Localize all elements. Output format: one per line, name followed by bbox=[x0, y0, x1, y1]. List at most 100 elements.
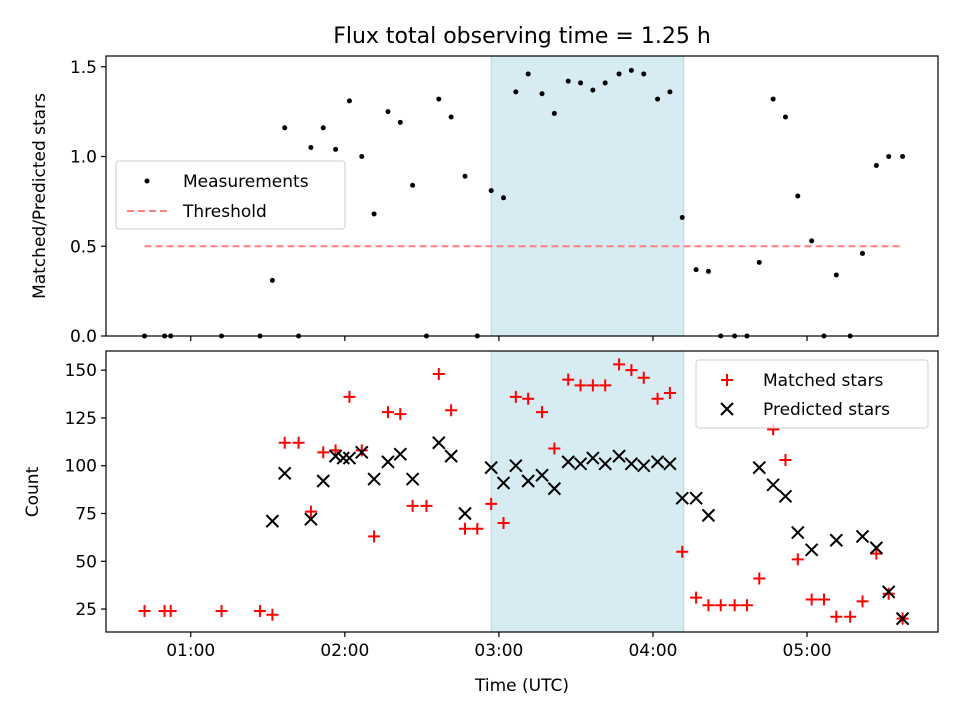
matched-star-point bbox=[599, 379, 612, 392]
matched-star-point bbox=[805, 593, 818, 606]
top-y-axis-label: Matched/Predicted stars bbox=[30, 93, 50, 299]
predicted-star-point bbox=[393, 447, 407, 461]
measurement-point bbox=[590, 87, 596, 93]
legend-matched-label: Matched stars bbox=[763, 371, 883, 391]
measurement-point bbox=[616, 71, 622, 77]
matched-star-point bbox=[548, 442, 561, 455]
matched-star-point bbox=[844, 610, 857, 623]
matched-star-point bbox=[613, 358, 626, 371]
predicted-star-point bbox=[881, 585, 896, 599]
matched-star-point bbox=[458, 522, 471, 535]
matched-star-point bbox=[406, 499, 419, 512]
predicted-star-point bbox=[381, 455, 395, 469]
predicted-star-point bbox=[637, 458, 651, 473]
predicted-star-point bbox=[791, 525, 805, 540]
predicted-star-point bbox=[675, 491, 689, 505]
predicted-star-point bbox=[612, 449, 626, 463]
measurement-point bbox=[628, 67, 634, 73]
matched-star-point bbox=[574, 379, 587, 392]
predicted-star-point bbox=[458, 506, 472, 521]
matched-star-point bbox=[381, 406, 394, 419]
measurement-point bbox=[667, 89, 673, 95]
matched-star-point bbox=[522, 392, 535, 405]
predicted-star-point bbox=[278, 466, 292, 481]
legend-measurements-marker bbox=[144, 178, 150, 184]
predicted-star-point bbox=[328, 449, 343, 463]
measurement-point bbox=[448, 114, 454, 120]
measurement-point bbox=[525, 71, 531, 77]
chart-title: Flux total observing time = 1.25 h bbox=[333, 24, 711, 49]
matched-star-point bbox=[471, 522, 484, 535]
top-y-ticks: 0.0 0.5 1.0 1.5 bbox=[70, 58, 106, 347]
predicted-star-point bbox=[766, 478, 780, 492]
bottom-legend: Matched stars Predicted stars bbox=[695, 359, 929, 429]
measurement-point bbox=[860, 250, 866, 256]
y-tick-label: 0.5 bbox=[70, 237, 97, 257]
matched-star-point bbox=[445, 404, 458, 417]
top-data-points bbox=[142, 67, 906, 339]
top-panel: 0.0 0.5 1.0 1.5 Matched/Predicted stars Mea… bbox=[30, 55, 939, 347]
predicted-star-point bbox=[624, 457, 639, 471]
matched-star-point bbox=[728, 599, 741, 612]
predicted-star-point bbox=[701, 508, 716, 523]
matched-star-point bbox=[164, 604, 177, 617]
predicted-star-point bbox=[336, 451, 350, 465]
top-legend-box bbox=[115, 160, 346, 230]
top-axes-frame bbox=[105, 55, 939, 337]
predicted-star-point bbox=[689, 491, 703, 505]
matched-star-point bbox=[817, 593, 830, 606]
measurement-point bbox=[693, 267, 699, 273]
x-axis-label: Time (UTC) bbox=[474, 676, 569, 696]
predicted-star-point bbox=[650, 455, 665, 469]
x-tick-label: 05:00 bbox=[783, 641, 832, 661]
legend-threshold-label: Threshold bbox=[182, 202, 267, 222]
matched-star-point bbox=[254, 604, 267, 617]
matched-star-point bbox=[702, 599, 715, 612]
predicted-star-point bbox=[598, 457, 612, 471]
measurement-point bbox=[333, 146, 339, 152]
measurement-point bbox=[705, 268, 711, 274]
top-legend: Measurements Threshold bbox=[115, 160, 346, 230]
bottom-data-points bbox=[138, 358, 910, 626]
legend-measurements-label: Measurements bbox=[183, 172, 309, 192]
predicted-star-point bbox=[444, 449, 458, 463]
measurement-point bbox=[269, 277, 275, 283]
x-tick-label: 01:00 bbox=[166, 641, 215, 661]
predicted-star-point bbox=[496, 476, 511, 490]
measurement-point bbox=[308, 145, 314, 151]
y-tick-label: 125 bbox=[65, 409, 97, 429]
measurement-point bbox=[578, 80, 584, 86]
matched-star-point bbox=[637, 371, 650, 384]
matched-star-point bbox=[791, 553, 804, 566]
predicted-star-point bbox=[521, 474, 535, 488]
matched-star-point bbox=[625, 364, 638, 377]
predicted-star-point bbox=[484, 460, 498, 475]
predicted-star-point bbox=[855, 529, 870, 544]
matched-star-point bbox=[753, 572, 766, 585]
top-observing-window bbox=[490, 55, 685, 337]
predicted-star-point bbox=[304, 512, 318, 526]
measurement-point bbox=[501, 195, 507, 201]
predicted-star-point bbox=[316, 474, 330, 488]
bottom-shaded-region bbox=[490, 350, 685, 633]
matched-star-point bbox=[856, 595, 869, 608]
legend-matched-marker bbox=[721, 374, 733, 386]
y-tick-label: 1.5 bbox=[70, 58, 97, 78]
matched-star-point bbox=[676, 545, 689, 558]
y-tick-label: 150 bbox=[65, 361, 97, 381]
bottom-legend-box bbox=[695, 359, 929, 429]
matched-star-point bbox=[394, 408, 407, 421]
measurement-point bbox=[320, 125, 326, 131]
predicted-star-point bbox=[547, 481, 562, 496]
matched-star-point bbox=[779, 453, 792, 466]
matched-star-point bbox=[690, 591, 703, 604]
measurement-point bbox=[371, 211, 377, 217]
matched-star-point bbox=[536, 406, 549, 419]
measurement-point bbox=[873, 162, 879, 168]
matched-star-point bbox=[870, 547, 883, 560]
y-tick-label: 0.0 bbox=[70, 327, 97, 347]
bottom-panel: 25 50 75 100 125 150 01:00 02:00 03:00 04:00 05:0… bbox=[23, 350, 939, 696]
matched-star-point bbox=[215, 604, 228, 617]
measurement-point bbox=[346, 98, 352, 104]
